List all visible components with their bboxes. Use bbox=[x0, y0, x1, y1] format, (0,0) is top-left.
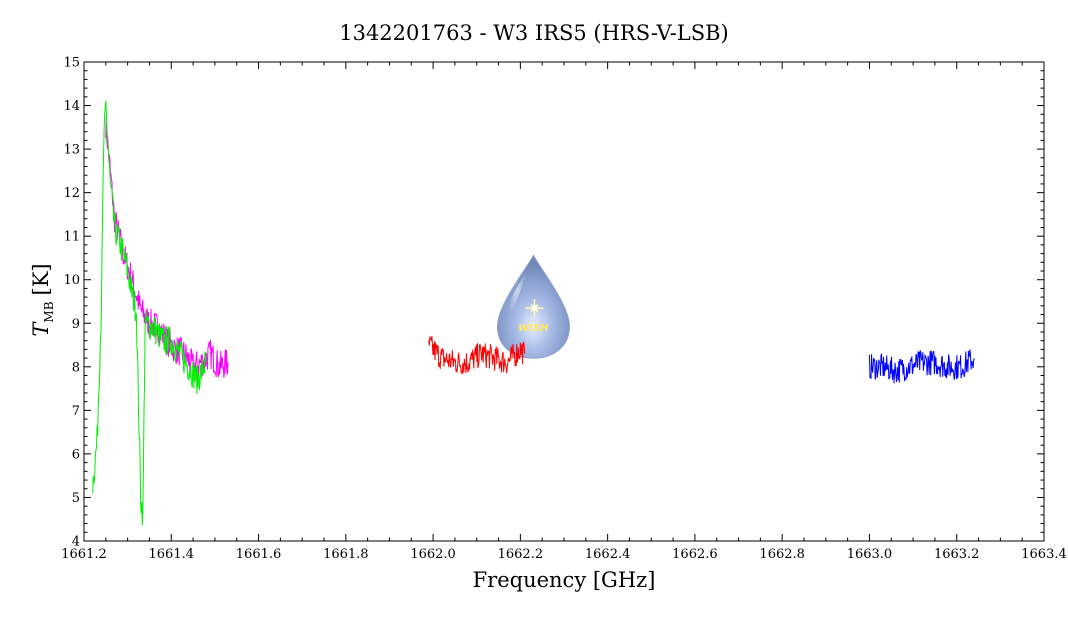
x-tick-label: 1663.0 bbox=[847, 547, 893, 562]
y-tick-label: 5 bbox=[72, 491, 80, 506]
series-line-2 bbox=[428, 335, 526, 375]
x-axis-label: Frequency [GHz] bbox=[473, 568, 656, 592]
y-tick-label: 11 bbox=[63, 230, 80, 245]
logo-text: WISH bbox=[518, 323, 549, 334]
star-core bbox=[531, 305, 538, 312]
x-tick-label: 1661.6 bbox=[236, 547, 282, 562]
y-axis-label-unit: [K] bbox=[29, 263, 53, 295]
plot-frame bbox=[83, 61, 1045, 542]
series-line-3 bbox=[868, 349, 975, 384]
y-tick-label: 6 bbox=[72, 447, 80, 462]
y-tick-label: 13 bbox=[63, 143, 80, 158]
x-tick-label: 1662.6 bbox=[672, 547, 718, 562]
y-axis: 4 5 6 7 8 9 10 11 12 13 14 15 bbox=[63, 56, 1044, 550]
x-tick-label: 1662.4 bbox=[585, 547, 631, 562]
y-tick-label: 10 bbox=[63, 273, 80, 288]
x-tick-label: 1661.4 bbox=[149, 547, 195, 562]
y-tick-label: 15 bbox=[63, 56, 80, 71]
y-tick-label: 9 bbox=[72, 317, 80, 332]
y-tick-label: 4 bbox=[72, 535, 80, 550]
y-tick-label: 12 bbox=[63, 186, 80, 201]
x-axis: 1661.2 1661.4 1661.6 1661.8 1662.0 1662.2 1662… bbox=[61, 62, 1067, 562]
series-line-1 bbox=[92, 100, 207, 526]
x-tick-label: 1662.0 bbox=[410, 547, 456, 562]
y-tick-label: 14 bbox=[63, 99, 80, 114]
series-layer bbox=[92, 100, 975, 526]
drop-shine-icon bbox=[507, 270, 528, 321]
y-tick-label: 7 bbox=[72, 404, 80, 419]
y-axis-label-main: T bbox=[29, 321, 53, 337]
x-tick-label: 1663.2 bbox=[934, 547, 980, 562]
x-tick-label: 1662.2 bbox=[498, 547, 544, 562]
wish-logo: WISH bbox=[496, 254, 570, 359]
x-tick-label: 1663.4 bbox=[1021, 547, 1067, 562]
chart-title: 1342201763 - W3 IRS5 (HRS-V-LSB) bbox=[339, 21, 729, 45]
y-tick-label: 8 bbox=[72, 360, 80, 375]
x-tick-label: 1661.8 bbox=[323, 547, 369, 562]
x-tick-label: 1661.2 bbox=[61, 547, 107, 562]
star-icon bbox=[525, 299, 544, 318]
x-tick-label: 1662.8 bbox=[759, 547, 805, 562]
y-axis-label: TMB [K] bbox=[29, 263, 56, 336]
y-axis-label-sub: MB bbox=[42, 301, 56, 322]
